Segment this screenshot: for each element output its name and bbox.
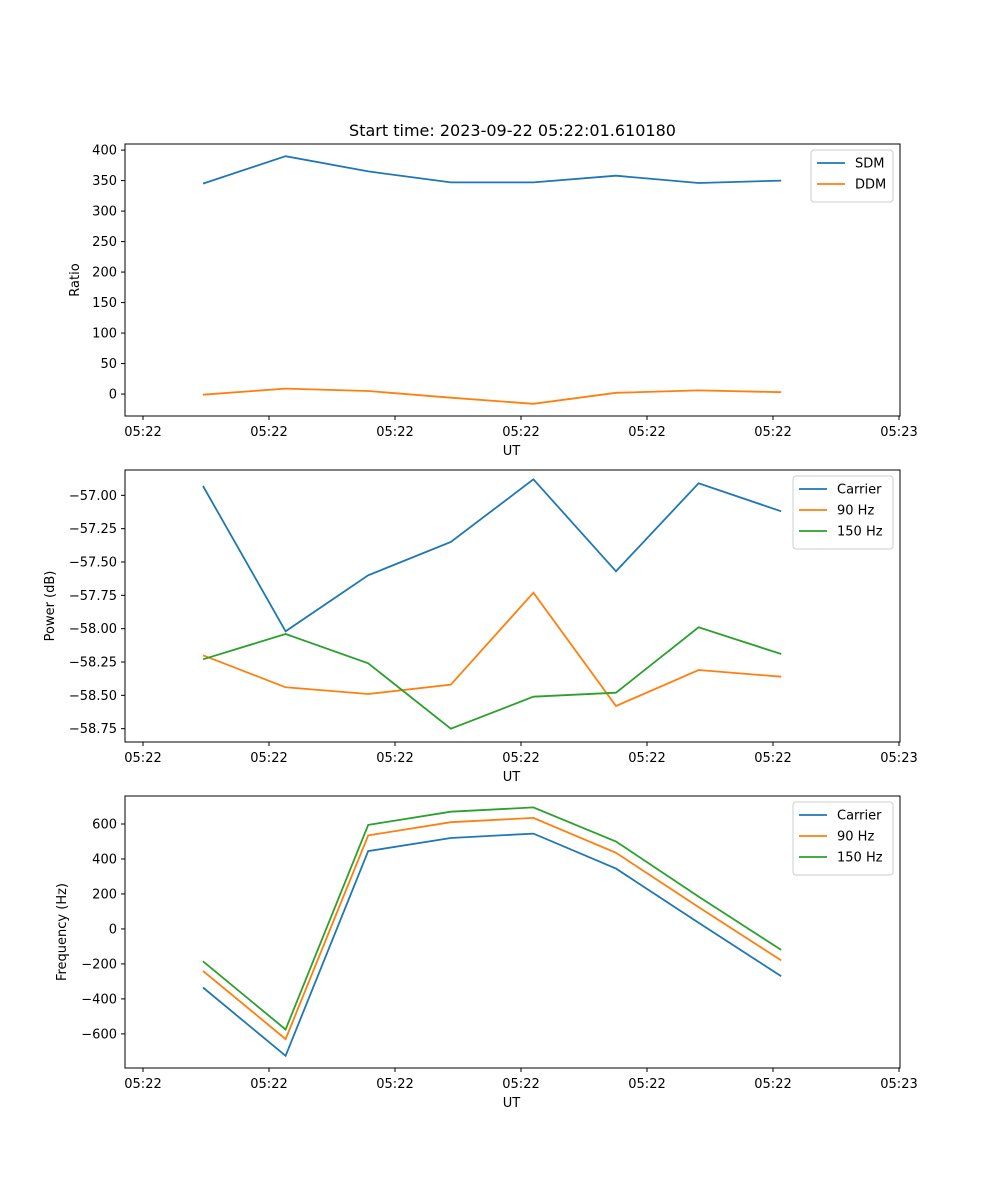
y-tick-label: 200 xyxy=(92,887,117,902)
y-tick-label: 300 xyxy=(92,205,117,220)
legend-label: 150 Hz xyxy=(837,525,883,540)
x-tick-label: 05:22 xyxy=(376,1077,413,1092)
y-tick-label: −200 xyxy=(81,957,117,972)
x-tick-label: 05:22 xyxy=(502,425,539,440)
series-line-carrier xyxy=(202,832,782,1058)
x-tick-label: 05:22 xyxy=(124,425,161,440)
subplot-2: −58.75 −58.50 −58.25 −58.00 −57.75 −57.50 −57.… xyxy=(43,469,918,785)
series-line-150-hz xyxy=(202,806,782,1031)
subplot-3: −600 −400 −200 0 200 400 600 05:22 05:22 05:22 05:… xyxy=(55,795,918,1111)
chart-title: Start time: 2023-09-22 05:22:01.610180 xyxy=(349,121,676,140)
x-tick-label: 05:23 xyxy=(880,425,917,440)
y-tick-label: 0 xyxy=(109,922,117,937)
plot-frame xyxy=(124,469,901,743)
series-line-90-hz xyxy=(202,816,782,1041)
y-axis-label: Frequency (Hz) xyxy=(55,883,70,981)
legend-label: Carrier xyxy=(837,483,882,498)
plot-frame xyxy=(124,795,901,1069)
x-tick-label: 05:22 xyxy=(754,1077,791,1092)
series-line-carrier xyxy=(202,478,782,633)
series-line-ddm xyxy=(202,387,782,405)
legend-label: 90 Hz xyxy=(837,504,874,519)
x-tick-label: 05:22 xyxy=(754,425,791,440)
y-tick-label: 200 xyxy=(92,266,117,281)
x-tick-label: 05:22 xyxy=(502,1077,539,1092)
legend-label: Carrier xyxy=(837,809,882,824)
x-tick-label: 05:23 xyxy=(880,751,917,766)
x-tick-label: 05:22 xyxy=(250,1077,287,1092)
plot-frame xyxy=(124,143,901,417)
x-axis-label: UT xyxy=(503,1096,521,1111)
y-tick-label: −58.75 xyxy=(69,722,117,737)
y-tick-label: −58.50 xyxy=(69,689,117,704)
x-axis-label: UT xyxy=(503,444,521,459)
y-tick-label: 400 xyxy=(92,144,117,159)
x-tick-label: 05:23 xyxy=(880,1077,917,1092)
x-tick-label: 05:22 xyxy=(628,1077,665,1092)
x-tick-label: 05:22 xyxy=(628,751,665,766)
series-line-90-hz xyxy=(202,591,782,708)
y-axis-label: Ratio xyxy=(68,263,83,296)
y-tick-label: −400 xyxy=(81,992,117,1007)
x-tick-label: 05:22 xyxy=(250,751,287,766)
x-tick-label: 05:22 xyxy=(376,425,413,440)
x-axis-label: UT xyxy=(503,770,521,785)
y-axis-label: Power (dB) xyxy=(43,571,58,642)
x-tick-label: 05:22 xyxy=(250,425,287,440)
y-tick-label: 250 xyxy=(92,235,117,250)
legend: SDM DDM xyxy=(810,149,894,203)
subplot-1: Start time: 2023-09-22 05:22:01.61018005… xyxy=(68,121,918,459)
y-tick-label: −600 xyxy=(81,1027,117,1042)
y-tick-label: −57.25 xyxy=(69,522,117,537)
x-tick-label: 05:22 xyxy=(124,751,161,766)
x-tick-label: 05:22 xyxy=(124,1077,161,1092)
y-tick-label: −57.50 xyxy=(69,556,117,571)
y-tick-label: 100 xyxy=(92,327,117,342)
y-tick-label: 600 xyxy=(92,817,117,832)
x-tick-label: 05:22 xyxy=(754,751,791,766)
y-tick-label: 50 xyxy=(100,357,117,372)
y-tick-label: −58.00 xyxy=(69,622,117,637)
legend-label: 90 Hz xyxy=(837,830,874,845)
legend-label: SDM xyxy=(855,157,884,172)
y-tick-label: 150 xyxy=(92,296,117,311)
y-tick-label: 0 xyxy=(109,388,117,403)
legend: Carrier 90 Hz 150 Hz xyxy=(792,475,894,550)
x-tick-label: 05:22 xyxy=(628,425,665,440)
legend: Carrier 90 Hz 150 Hz xyxy=(792,801,894,876)
legend-label: 150 Hz xyxy=(837,851,883,866)
y-tick-label: 400 xyxy=(92,852,117,867)
y-tick-label: −57.75 xyxy=(69,589,117,604)
series-line-sdm xyxy=(202,155,782,185)
y-tick-label: 350 xyxy=(92,174,117,189)
legend-label: DDM xyxy=(855,178,886,193)
x-tick-label: 05:22 xyxy=(376,751,413,766)
x-tick-label: 05:22 xyxy=(502,751,539,766)
y-tick-label: −57.00 xyxy=(69,489,117,504)
series-line-150-hz xyxy=(202,626,782,730)
y-tick-label: −58.25 xyxy=(69,656,117,671)
